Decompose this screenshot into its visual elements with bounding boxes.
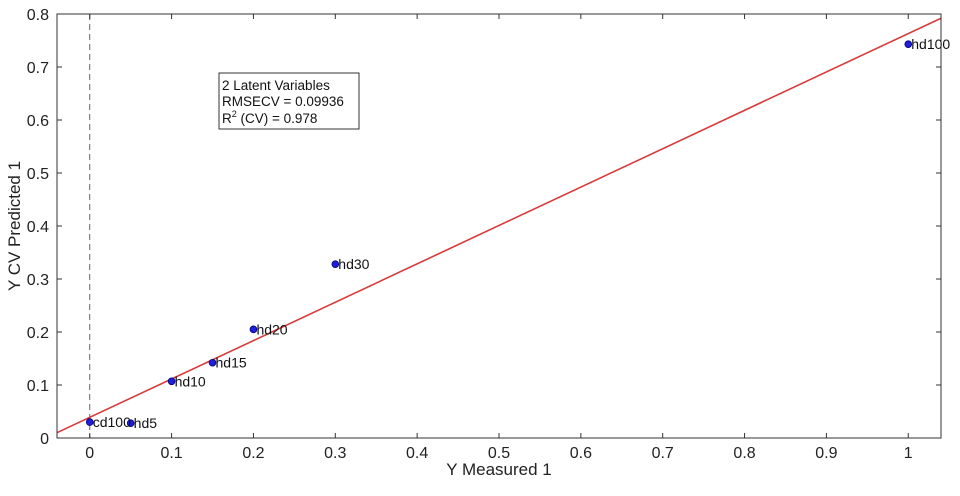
- y-tick-label: 0.8: [27, 7, 49, 24]
- x-tick-label: 0.1: [160, 445, 182, 462]
- axes: 0 0.1 0.2 0.3 0.4 0.5 0.6 0.7 0.8 0.9 1 0 0.1 0.2 0.3…: [27, 7, 942, 462]
- y-tick-label: 0.2: [27, 325, 49, 342]
- data-point-hd30: [331, 260, 340, 268]
- data-point-hd10: [167, 377, 176, 386]
- y-tick-label: 0.3: [27, 272, 49, 289]
- y-tick-label: 0.5: [27, 166, 49, 183]
- y-tick-label: 0.1: [27, 378, 49, 395]
- x-tick-label: 0.5: [488, 445, 510, 462]
- point-labels-layer: cd100 hd5 hd10 hd15 hd20 hd30 hd100: [93, 36, 951, 431]
- data-point-cd100: [85, 418, 94, 426]
- y-tick-label: 0: [40, 431, 49, 448]
- y-tick-label: 0.7: [27, 60, 49, 77]
- stats-r2-prefix: R: [222, 111, 232, 126]
- x-tick-label: 0.7: [652, 445, 674, 462]
- stats-latent-variables: 2 Latent Variables: [222, 78, 330, 93]
- y-tick-label: 0.4: [27, 219, 49, 236]
- y-axis-label: Y CV Predicted 1: [5, 161, 24, 291]
- stats-box-frame: [218, 72, 360, 130]
- x-tick-label: 0.2: [242, 445, 264, 462]
- stats-r2: R2 (CV) = 0.978: [222, 109, 317, 126]
- x-axis-label: Y Measured 1: [446, 460, 552, 479]
- point-label-hd15: hd15: [216, 355, 247, 371]
- x-tick-label: 0.8: [733, 445, 755, 462]
- x-tick-label: 1: [904, 445, 913, 462]
- point-label-hd5: hd5: [134, 415, 158, 431]
- x-tick-label: 0.6: [570, 445, 592, 462]
- x-tick-label: 0.4: [406, 445, 428, 462]
- stats-box: 2 Latent Variables RMSECV = 0.09936 R2 (…: [218, 72, 360, 130]
- y-axis-ticks: 0 0.1 0.2 0.3 0.4 0.5 0.6 0.7 0.8: [27, 7, 941, 448]
- x-tick-label: 0.9: [815, 445, 837, 462]
- data-point-hd20: [249, 325, 258, 334]
- stats-r2-suffix: (CV) = 0.978: [237, 111, 318, 126]
- data-point-hd5: [126, 419, 135, 427]
- y-tick-label: 0.6: [27, 113, 49, 130]
- x-tick-label: 0: [85, 445, 94, 462]
- point-label-hd30: hd30: [338, 256, 369, 272]
- point-label-hd10: hd10: [175, 373, 206, 389]
- stats-r2-superscript: 2: [232, 109, 237, 119]
- data-point-hd15: [208, 358, 217, 367]
- point-label-cd100: cd100: [93, 414, 131, 430]
- x-axis-ticks: 0 0.1 0.2 0.3 0.4 0.5 0.6 0.7 0.8 0.9 1: [85, 14, 913, 462]
- stats-rmsecv: RMSECV = 0.09936: [222, 94, 344, 109]
- fit-line: [56, 17, 942, 434]
- points-layer: [85, 40, 913, 427]
- data-point-hd100: [904, 40, 913, 49]
- point-label-hd20: hd20: [256, 321, 287, 337]
- point-label-hd100: hd100: [911, 36, 950, 52]
- x-tick-label: 0.3: [324, 445, 346, 462]
- plot-area: cd100 hd5 hd10 hd15 hd20 hd30 hd100: [56, 14, 951, 438]
